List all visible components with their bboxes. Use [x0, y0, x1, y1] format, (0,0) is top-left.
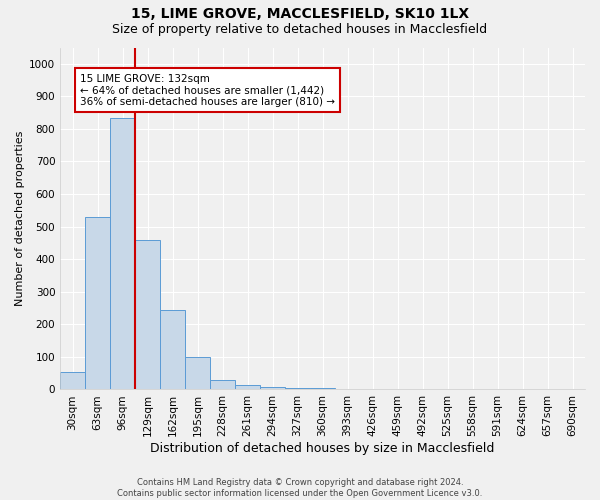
Bar	[185, 357, 210, 390]
Bar	[135, 240, 160, 390]
Bar	[160, 310, 185, 390]
Bar	[210, 380, 235, 390]
Bar	[235, 384, 260, 390]
Bar	[85, 217, 110, 390]
Text: Size of property relative to detached houses in Macclesfield: Size of property relative to detached ho…	[112, 22, 488, 36]
Bar	[260, 387, 285, 390]
Bar	[360, 389, 385, 390]
Text: 15, LIME GROVE, MACCLESFIELD, SK10 1LX: 15, LIME GROVE, MACCLESFIELD, SK10 1LX	[131, 8, 469, 22]
X-axis label: Distribution of detached houses by size in Macclesfield: Distribution of detached houses by size …	[151, 442, 495, 455]
Text: Contains HM Land Registry data © Crown copyright and database right 2024.
Contai: Contains HM Land Registry data © Crown c…	[118, 478, 482, 498]
Bar	[60, 372, 85, 390]
Text: 15 LIME GROVE: 132sqm
← 64% of detached houses are smaller (1,442)
36% of semi-d: 15 LIME GROVE: 132sqm ← 64% of detached …	[80, 74, 335, 107]
Bar	[285, 388, 310, 390]
Bar	[335, 389, 360, 390]
Bar	[110, 118, 135, 390]
Bar	[310, 388, 335, 390]
Y-axis label: Number of detached properties: Number of detached properties	[15, 131, 25, 306]
